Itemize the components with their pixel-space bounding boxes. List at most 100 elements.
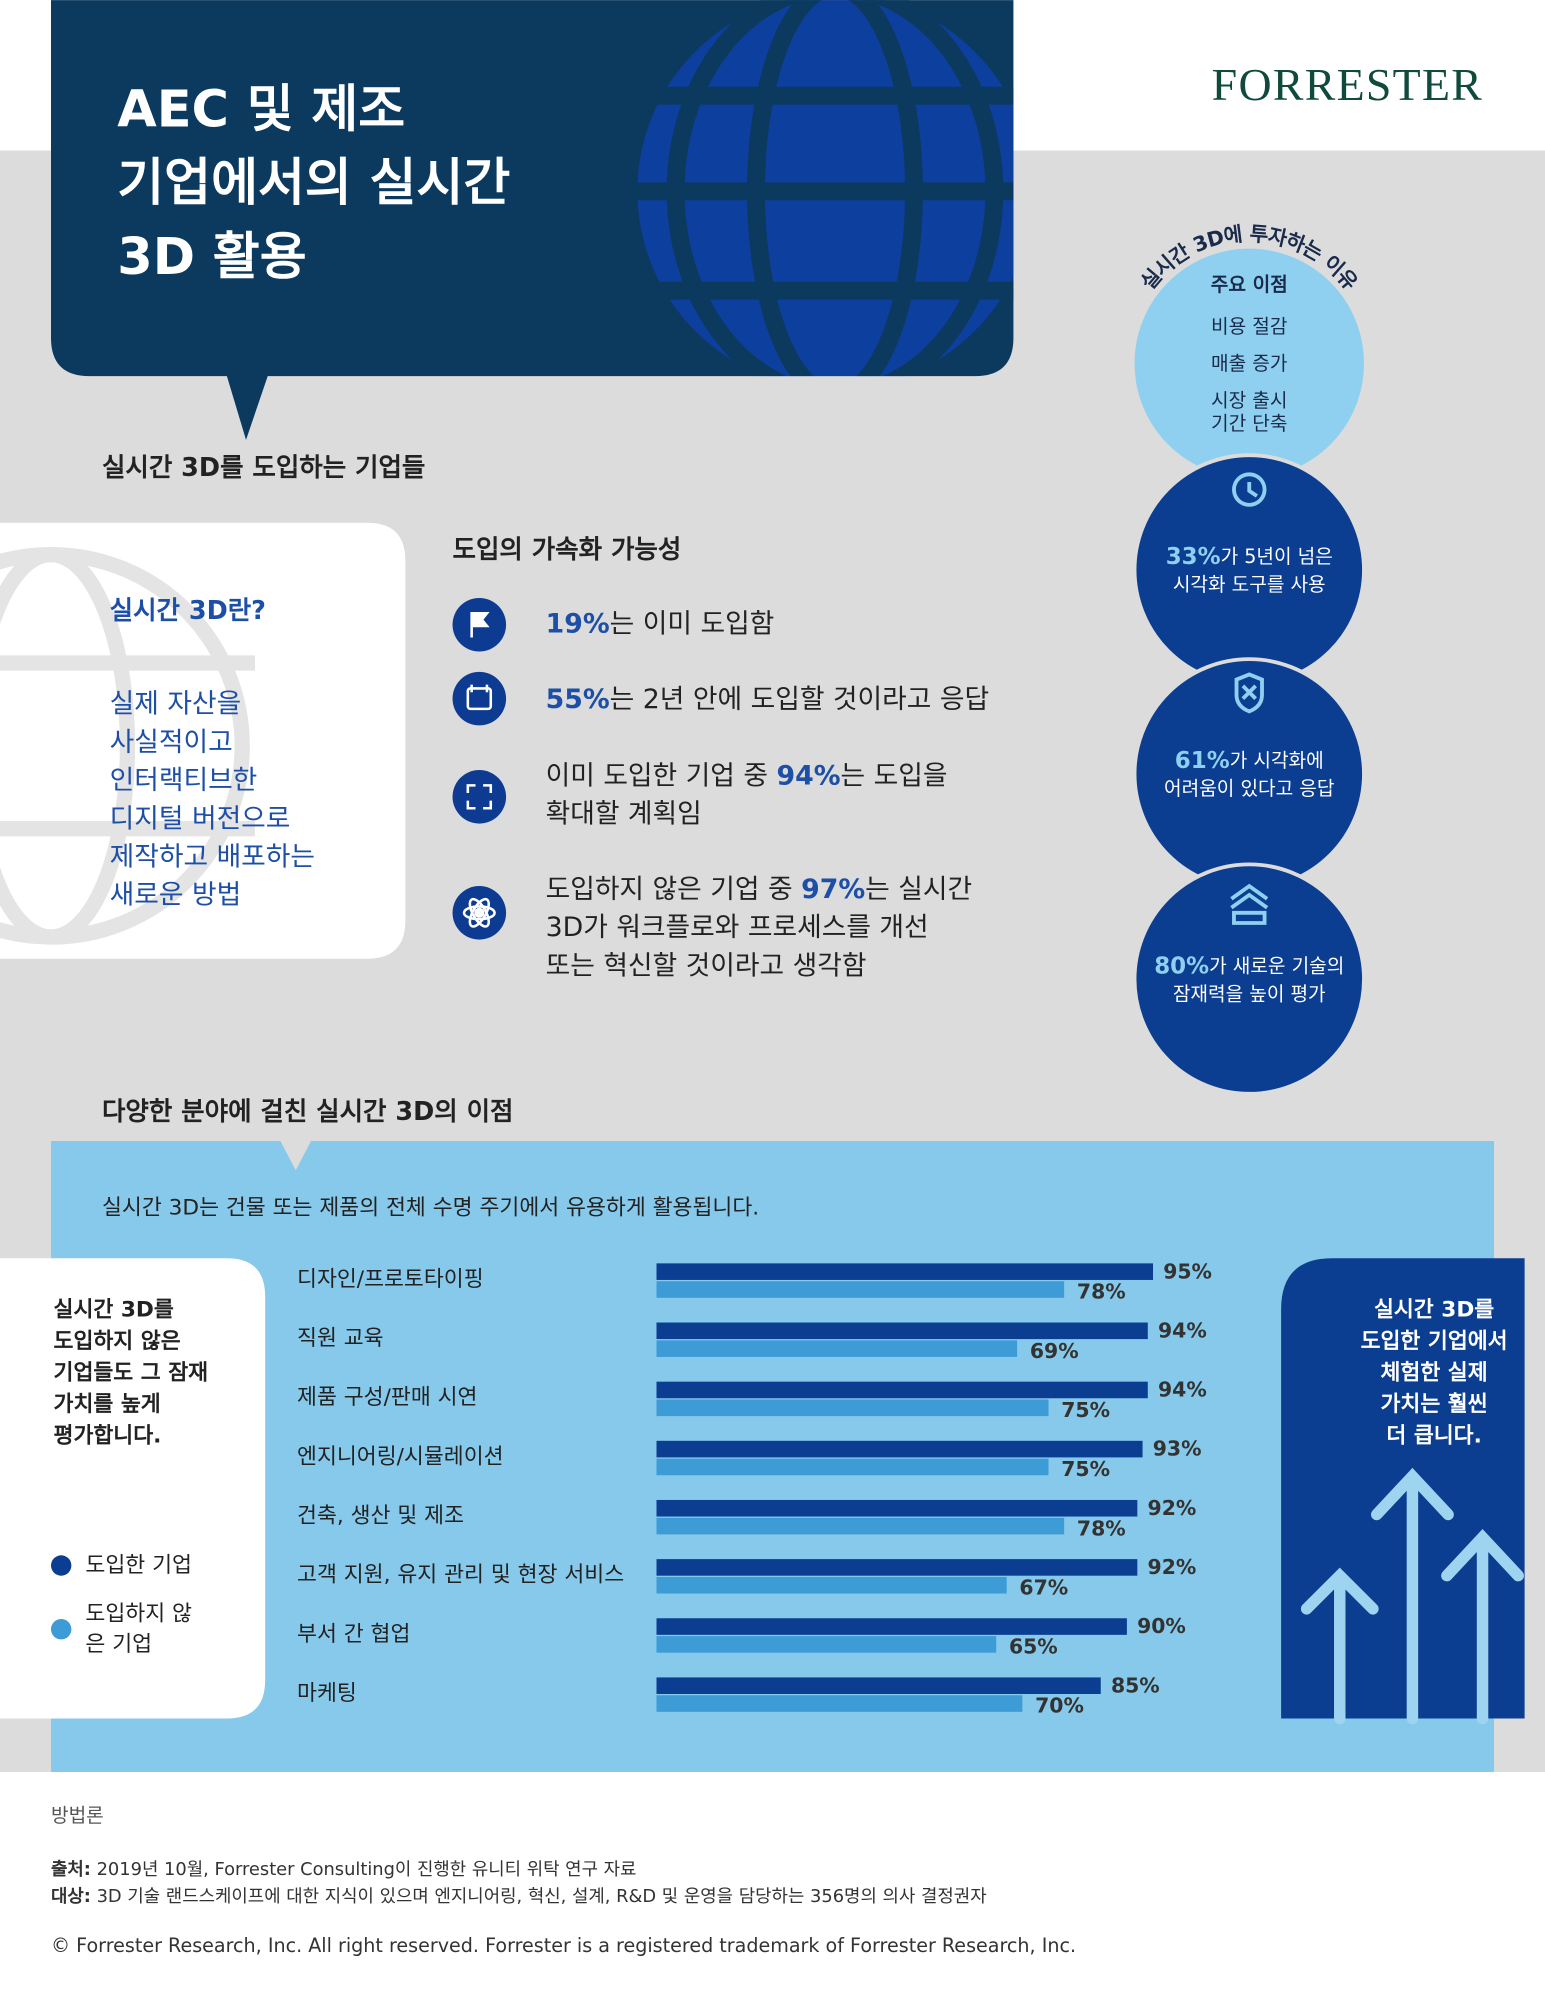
title-line: 3D 활용 [117,228,306,287]
highlight: 33% [1166,544,1221,570]
right-box-line: 가치는 훨씬 [1381,1392,1488,1417]
value-label: 78% [1077,1516,1126,1540]
value-label: 75% [1061,1457,1110,1481]
bar [656,1499,1138,1517]
legend-label-box: 도입하지 않은 기업 [85,1601,192,1658]
acceleration-title: 도입의 가속화 가능성 [453,535,682,565]
value-label: 67% [1019,1575,1068,1599]
left-box-line: 가치를 높게 [54,1392,161,1417]
value-label: 78% [1077,1280,1126,1304]
logo: FORRESTER [1212,59,1484,110]
category-label: 직원 교육 [297,1326,384,1351]
bar [656,1281,1065,1298]
right-box-line: 실시간 3D를 [1374,1298,1494,1323]
globe-line [666,0,1004,377]
text-segment: 잠재력을 높이 평가 [1173,982,1326,1005]
text-segment: 확대할 계획임 [546,798,702,829]
bar [656,1576,1007,1594]
what-is-box [0,522,406,959]
what-is-title: 실시간 3D란? [110,596,266,626]
text-segment: 또는 혁신할 것이라고 생각함 [546,950,867,981]
what-is-line: 사실적이고 [110,727,233,758]
globe [611,0,1014,377]
text-line: 55%는 2년 안에 도입할 것이라고 응답 [546,683,989,714]
bar-chart: 디자인/프로토타이핑 95% 78% 직원 교육 94% 69% 제품 구성/판매 시연 94… [297,1259,1212,1717]
text-segment: 시각화 도구를 사용 [1173,573,1326,596]
legend-label: 도입한 기업 [85,1552,192,1579]
bar [656,1677,1101,1694]
what-is-line: 새로운 방법 [110,880,242,911]
highlight: 97% [801,873,865,904]
benefit: 기간 단축 [1211,412,1287,435]
bar [656,1399,1049,1417]
right-box-line: 더 큽니다. [1386,1423,1481,1448]
value-label: 70% [1035,1694,1084,1718]
text-segment: 는 실시간 [865,873,972,904]
text-line: 33%가 5년이 넘은 [1166,544,1333,570]
text-line: 어려움이 있다고 응답 [1164,777,1334,800]
left-box-line: 도입하지 않은 [54,1329,181,1354]
icon-glyphs [462,611,496,928]
footer: 출처: 2019년 10월, Forrester Consulting이 진행한… [51,1859,987,1907]
bar [656,1340,1018,1357]
what-is-line: 디지털 버전으로 [110,803,291,834]
legend-label: 도입하지 않은 기업 [85,1601,192,1658]
text-line: 대상: 3D 기술 랜드스케이프에 대한 지식이 있으며 엔지니어링, 혁신, … [51,1886,987,1907]
text-segment: 는 도입을 [841,760,948,791]
text-segment: 2019년 10월, Forrester Consulting이 진행한 유니티… [91,1859,637,1880]
value-label: 90% [1137,1614,1186,1638]
what-is-line: 인터랙티브한 [110,765,258,796]
value-label: 94% [1158,1318,1207,1342]
left-box [0,1258,266,1719]
what-is-line: 실제 자산을 [110,689,242,720]
category-label: 엔지니어링/시뮬레이션 [297,1444,504,1469]
text-segment: 가 5년이 넘은 [1221,545,1333,568]
text-line: 잠재력을 높이 평가 [1173,982,1326,1005]
bar [656,1695,1023,1712]
what-is-line: 제작하고 배포하는 [110,842,315,873]
bar [656,1636,997,1653]
left-box-line: 기업들도 그 잠재 [54,1361,209,1386]
left-box-line: 평가합니다. [54,1422,162,1448]
notch [280,1140,312,1171]
benefit: 시장 출시 [1211,389,1287,412]
category-label: 건축, 생산 및 제조 [297,1504,464,1529]
title-line: AEC 및 제조 [117,80,405,139]
category-label: 디자인/프로토타이핑 [297,1267,484,1292]
bar [656,1559,1138,1576]
title-line: 기업에서의 실시간 [117,154,510,213]
stat-icon [1234,672,1264,714]
text-line: 80%가 새로운 기술의 [1154,953,1344,979]
bar [656,1440,1143,1458]
text-line: 61%가 시각화에 [1175,748,1324,774]
highlight: 61% [1175,748,1230,774]
benefit: 매출 증가 [1211,352,1287,375]
bar [656,1322,1148,1340]
highlight: 94% [777,760,841,791]
value-label: 93% [1153,1437,1202,1461]
value-label: 95% [1163,1259,1212,1283]
category-label: 부서 간 협업 [297,1622,410,1647]
highlight: 출처: [51,1859,91,1880]
value-label: 94% [1158,1378,1207,1402]
text-line: 3D가 워크플로와 프로세스를 개선 [546,912,929,943]
text-segment: 는 이미 도입함 [610,608,775,639]
benefits-title: 주요 이점 [1211,273,1288,296]
text-line: 또는 혁신할 것이라고 생각함 [546,950,867,981]
legend-swatch [50,1619,72,1640]
right-box-line: 체험한 실제 [1381,1360,1488,1386]
value-label: 92% [1148,1496,1197,1520]
right-box-line: 도입한 기업에서 [1361,1329,1508,1354]
text-line: 시각화 도구를 사용 [1173,573,1326,596]
text-line: 도입하지 않은 기업 중 97%는 실시간 [546,873,972,904]
text-line: 확대할 계획임 [546,798,702,829]
text-segment: 도입하지 않은 기업 중 [546,873,802,904]
benefits-circle [1134,248,1364,479]
bar [656,1618,1127,1635]
